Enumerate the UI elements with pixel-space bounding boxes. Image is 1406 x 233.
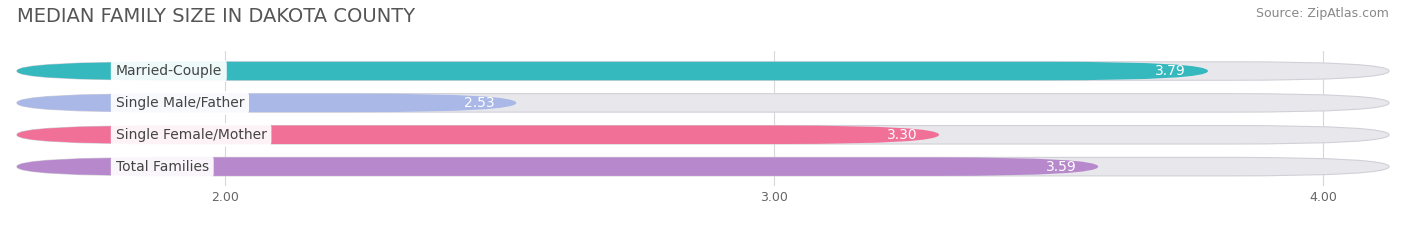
Text: Source: ZipAtlas.com: Source: ZipAtlas.com xyxy=(1256,7,1389,20)
FancyBboxPatch shape xyxy=(17,62,1208,80)
Text: 3.79: 3.79 xyxy=(1156,64,1187,78)
FancyBboxPatch shape xyxy=(17,126,939,144)
FancyBboxPatch shape xyxy=(17,94,516,112)
FancyBboxPatch shape xyxy=(17,158,1389,176)
Text: Single Male/Father: Single Male/Father xyxy=(115,96,245,110)
FancyBboxPatch shape xyxy=(17,126,1389,144)
Text: 3.30: 3.30 xyxy=(886,128,917,142)
FancyBboxPatch shape xyxy=(17,158,1098,176)
FancyBboxPatch shape xyxy=(17,62,1389,80)
Text: 3.59: 3.59 xyxy=(1046,160,1076,174)
Text: Total Families: Total Families xyxy=(115,160,209,174)
Text: 2.53: 2.53 xyxy=(464,96,495,110)
Text: MEDIAN FAMILY SIZE IN DAKOTA COUNTY: MEDIAN FAMILY SIZE IN DAKOTA COUNTY xyxy=(17,7,415,26)
FancyBboxPatch shape xyxy=(17,94,1389,112)
Text: Single Female/Mother: Single Female/Mother xyxy=(115,128,267,142)
Text: Married-Couple: Married-Couple xyxy=(115,64,222,78)
